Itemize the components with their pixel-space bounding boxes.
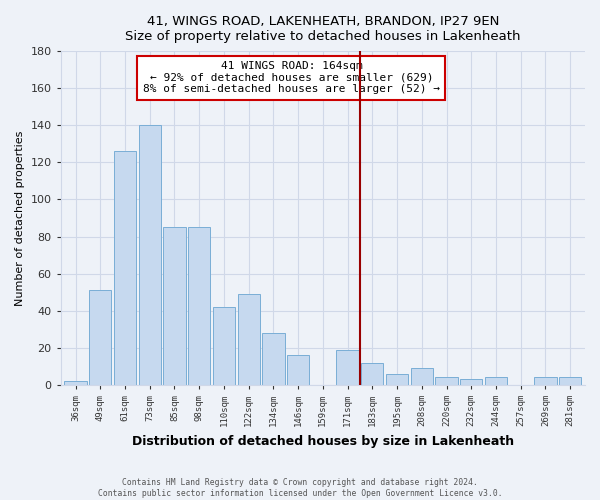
Bar [163, 228, 185, 385]
Bar [436, 378, 458, 385]
Bar [386, 374, 408, 385]
Bar [238, 294, 260, 385]
Title: 41, WINGS ROAD, LAKENHEATH, BRANDON, IP27 9EN
Size of property relative to detac: 41, WINGS ROAD, LAKENHEATH, BRANDON, IP2… [125, 15, 521, 43]
Text: Contains HM Land Registry data © Crown copyright and database right 2024.
Contai: Contains HM Land Registry data © Crown c… [98, 478, 502, 498]
Bar [114, 151, 136, 385]
Text: 41 WINGS ROAD: 164sqm
← 92% of detached houses are smaller (629)
8% of semi-deta: 41 WINGS ROAD: 164sqm ← 92% of detached … [143, 61, 440, 94]
Bar [89, 290, 112, 385]
Bar [64, 381, 86, 385]
Y-axis label: Number of detached properties: Number of detached properties [15, 130, 25, 306]
Bar [485, 378, 507, 385]
Bar [139, 126, 161, 385]
Bar [559, 378, 581, 385]
Bar [337, 350, 359, 385]
Bar [410, 368, 433, 385]
Bar [535, 378, 557, 385]
Bar [188, 228, 211, 385]
Bar [460, 380, 482, 385]
Bar [213, 307, 235, 385]
Bar [361, 362, 383, 385]
Bar [262, 333, 284, 385]
X-axis label: Distribution of detached houses by size in Lakenheath: Distribution of detached houses by size … [132, 434, 514, 448]
Bar [287, 355, 309, 385]
